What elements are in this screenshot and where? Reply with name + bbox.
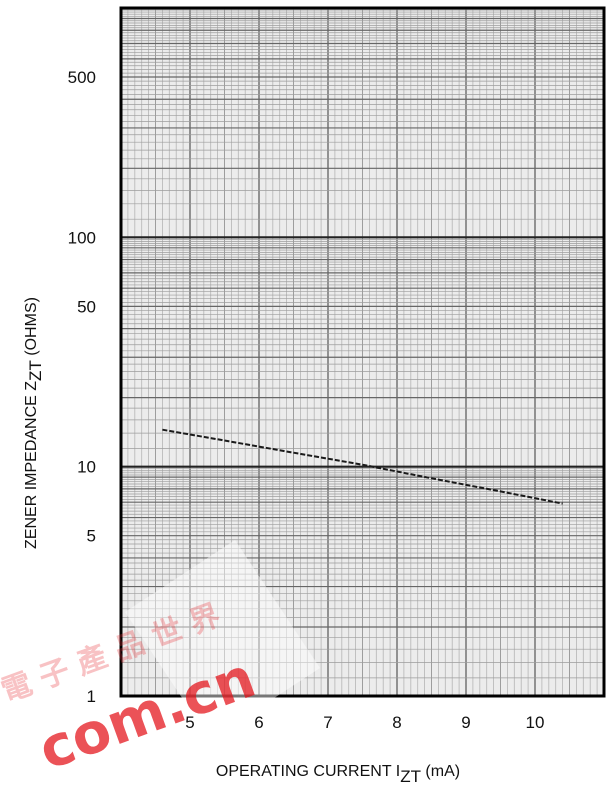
y-tick-label: 5 xyxy=(87,527,96,546)
x-axis-title-main: OPERATING CURRENT I xyxy=(216,763,400,780)
y-tick-label: 500 xyxy=(68,68,96,87)
y-tick-labels: 1 5 10 50 100 500 xyxy=(68,68,96,706)
y-axis-title-main: ZENER IMPEDANCE Z xyxy=(23,381,40,549)
x-axis-title-sub: ZT xyxy=(400,767,421,786)
x-tick-label: 9 xyxy=(461,713,470,732)
x-tick-labels: 5 6 7 8 9 10 xyxy=(185,713,544,732)
y-tick-label: 50 xyxy=(77,297,96,316)
data-line xyxy=(162,428,563,505)
watermark-panel xyxy=(125,540,320,740)
y-tick-label: 1 xyxy=(87,687,96,706)
y-axis-title-sub: ZT xyxy=(26,360,45,381)
x-tick-label: 10 xyxy=(526,713,545,732)
x-axis-title-unit: (mA) xyxy=(421,763,460,780)
x-tick-label: 6 xyxy=(254,713,263,732)
x-tick-label: 5 xyxy=(185,713,194,732)
y-axis-title: ZENER IMPEDANCE ZZT (OHMS) xyxy=(23,297,45,549)
plot-area xyxy=(119,6,606,698)
y-tick-label: 100 xyxy=(68,228,96,247)
x-axis-title: OPERATING CURRENT IZT (mA) xyxy=(216,763,460,786)
series-layer xyxy=(162,428,563,505)
x-tick-label: 8 xyxy=(392,713,401,732)
y-tick-label: 10 xyxy=(77,458,96,477)
grid xyxy=(120,7,605,698)
x-tick-label: 7 xyxy=(323,713,332,732)
y-axis-title-unit: (OHMS) xyxy=(23,297,40,360)
plot-frame xyxy=(119,6,606,698)
